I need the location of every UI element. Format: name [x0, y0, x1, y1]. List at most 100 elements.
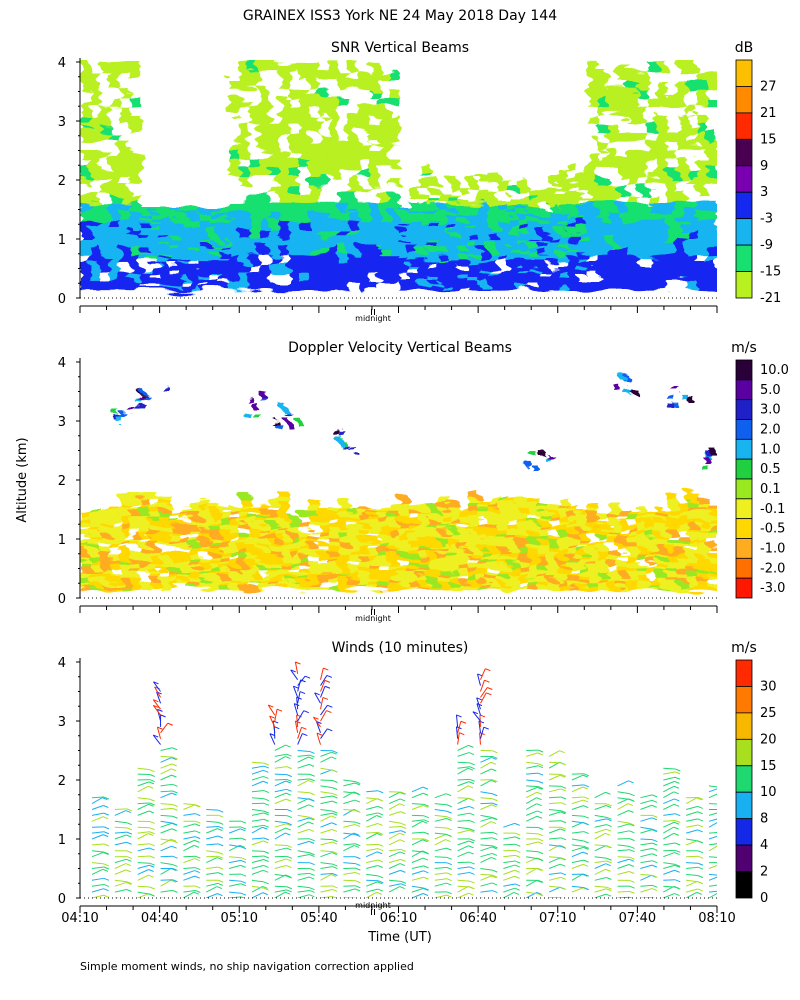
doppler-cell: [597, 567, 609, 572]
doppler-cell: [428, 528, 440, 534]
doppler-cell: [478, 502, 490, 509]
wind-barb: [663, 791, 675, 799]
wind-barb-flag: [561, 897, 563, 898]
snr-cell: [109, 236, 121, 247]
snr-cell: [617, 210, 629, 221]
wind-barb-flag: [583, 873, 590, 877]
doppler-cell: [285, 421, 292, 427]
wind-barb: [411, 803, 424, 805]
wind-barb: [571, 774, 584, 781]
snr-cell: [159, 209, 171, 214]
snr-cell: [189, 235, 201, 240]
snr-cell: [498, 203, 509, 210]
snr-cell: [507, 221, 519, 228]
doppler-cell: [229, 577, 241, 583]
colorbar-swatch: [735, 518, 753, 539]
snr-cell: [179, 238, 191, 243]
snr-cell: [517, 231, 529, 237]
doppler-cell: [625, 389, 632, 395]
wind-barb: [343, 871, 356, 875]
doppler-cell: [630, 388, 637, 394]
snr-cell: [637, 96, 649, 107]
snr-cell: [517, 206, 529, 212]
wind-barb-flag: [484, 679, 490, 683]
doppler-cell: [398, 580, 410, 586]
doppler-cell: [298, 515, 310, 521]
colorbar-tick-label: 3.0: [760, 403, 781, 418]
doppler-cell: [308, 552, 320, 558]
snr-cell: [189, 257, 201, 262]
wind-barb: [160, 845, 172, 852]
doppler-cell: [308, 502, 320, 509]
snr-cell: [438, 212, 450, 218]
wind-barb-flag: [721, 843, 726, 845]
doppler-cell: [199, 544, 211, 550]
snr-cell: [488, 195, 500, 202]
snr-cell: [607, 175, 619, 186]
wind-barb-flag: [674, 780, 680, 784]
wind-barb: [274, 832, 286, 840]
snr-cell: [199, 247, 211, 253]
wind-barb-flag: [400, 826, 407, 829]
doppler-cell: [478, 535, 490, 541]
wind-barb: [480, 761, 492, 769]
snr-cell: [637, 219, 649, 229]
wind-barb-flag: [492, 816, 498, 820]
snr-cell: [577, 261, 589, 268]
wind-barb-flag: [303, 710, 309, 714]
snr-cell: [388, 245, 400, 256]
doppler-cell: [617, 511, 629, 517]
wind-barb-flag: [103, 843, 110, 847]
snr-cell: [298, 157, 310, 168]
doppler-cell: [179, 510, 191, 515]
wind-barb: [183, 823, 196, 828]
snr-cell: [139, 212, 151, 218]
wind-barb-flag: [148, 869, 154, 872]
doppler-cell: [129, 580, 141, 586]
doppler-cell: [249, 570, 261, 576]
wind-barb: [137, 855, 150, 858]
wind-barb-flag: [629, 822, 635, 826]
doppler-cell: [398, 497, 410, 503]
snr-cell: [209, 235, 221, 240]
doppler-cell: [408, 532, 420, 538]
doppler-cell: [398, 538, 410, 545]
snr-cell: [617, 61, 629, 72]
snr-cell: [527, 228, 539, 233]
snr-cell: [517, 218, 529, 225]
snr-cell: [418, 269, 430, 276]
colorbar-tick-label: -3: [760, 212, 773, 227]
doppler-cell: [189, 553, 201, 559]
snr-cell: [547, 284, 559, 291]
snr-cell: [707, 105, 717, 116]
snr-cell: [577, 225, 589, 231]
wind-barb: [320, 697, 324, 710]
wind-barb: [137, 885, 150, 888]
doppler-cell: [408, 576, 420, 583]
y-tick-label: 1: [58, 533, 66, 548]
wind-barb-flag: [606, 818, 612, 822]
snr-cell: [80, 192, 91, 203]
doppler-cell: [229, 512, 241, 518]
wind-barb-flag: [651, 804, 657, 808]
wind-barb-flag: [674, 864, 681, 868]
wind-barb: [617, 830, 630, 834]
doppler-cell: [338, 536, 350, 542]
doppler-cell: [617, 552, 629, 557]
wind-barb: [686, 879, 699, 883]
doppler-cell: [308, 539, 320, 546]
snr-cell: [398, 270, 410, 275]
colorbar-swatch: [735, 218, 753, 246]
snr-cell: [478, 220, 490, 227]
doppler-cell: [667, 541, 679, 548]
doppler-cell: [498, 546, 509, 553]
doppler-cell: [607, 500, 619, 506]
doppler-cell: [109, 559, 121, 564]
doppler-cell: [328, 585, 340, 591]
wind-barb-flag: [423, 865, 429, 869]
snr-cell: [149, 244, 161, 249]
wind-barb-flag: [446, 818, 452, 821]
doppler-cell: [637, 559, 649, 565]
doppler-cell: [368, 525, 380, 531]
wind-barb: [663, 864, 675, 869]
